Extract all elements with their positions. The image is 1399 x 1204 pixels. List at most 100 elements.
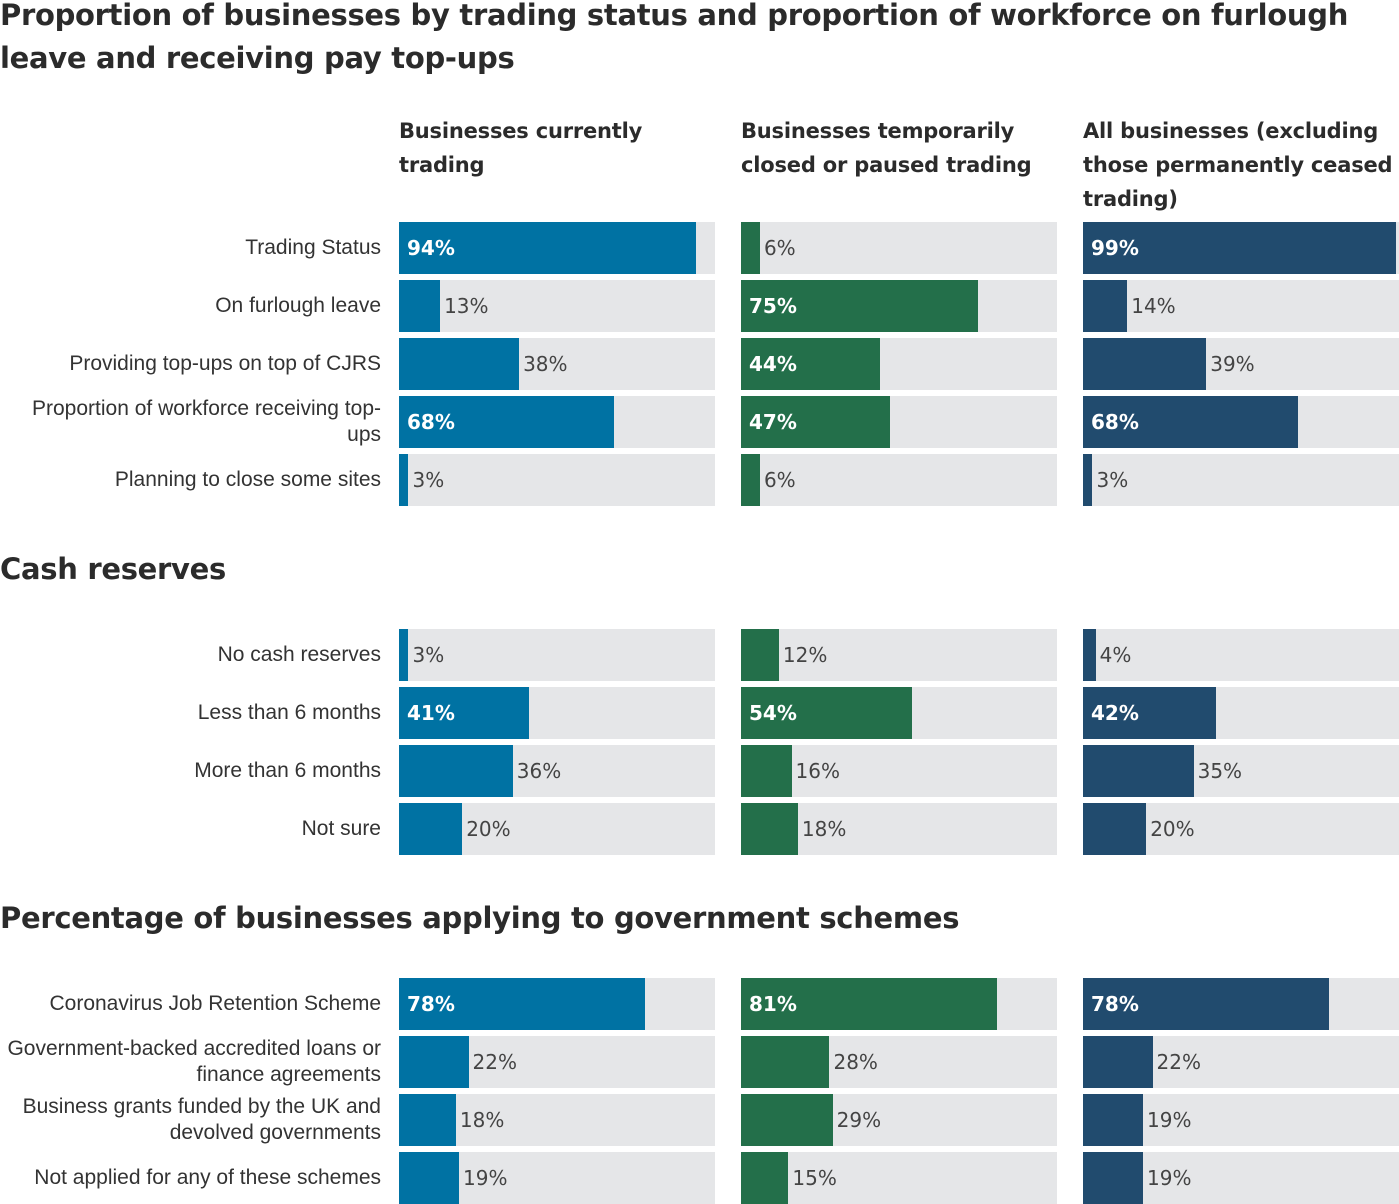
data-label: 19% — [463, 1166, 508, 1190]
data-label: 15% — [792, 1166, 837, 1190]
data-label: 14% — [1131, 294, 1176, 318]
bar-track: 42% — [1083, 687, 1399, 739]
bar-track: 47% — [741, 396, 1057, 448]
bar — [1083, 1036, 1153, 1088]
data-label: 13% — [444, 294, 489, 318]
bar-track: 20% — [1083, 803, 1399, 855]
data-label: 39% — [1210, 352, 1255, 376]
data-label: 78% — [407, 992, 455, 1016]
bar-track: 6% — [741, 222, 1057, 274]
category-label: No cash reserves — [217, 643, 381, 666]
bar — [399, 978, 646, 1030]
category-label: Planning to close some sites — [114, 468, 381, 491]
data-label: 28% — [833, 1050, 878, 1074]
bar — [1083, 745, 1194, 797]
data-label: 38% — [523, 352, 568, 376]
bar-track: 28% — [741, 1036, 1057, 1088]
bar — [399, 1036, 469, 1088]
bar — [741, 454, 760, 506]
bar-track: 3% — [399, 629, 715, 681]
bar — [741, 1094, 833, 1146]
data-label: 3% — [1096, 468, 1129, 492]
bar-track: 68% — [1083, 396, 1399, 448]
bar-track: 22% — [1083, 1036, 1399, 1088]
bar-track: 19% — [1083, 1152, 1399, 1204]
bar-track: 13% — [399, 280, 715, 332]
bar-track: 81% — [741, 978, 1057, 1030]
data-label: 4% — [1099, 643, 1132, 667]
data-label: 19% — [1147, 1108, 1192, 1132]
bar — [399, 803, 463, 855]
category-label: Not applied for any of these schemes — [34, 1166, 381, 1189]
section-title: Proportion of businesses by trading stat… — [0, 0, 1349, 75]
category-label: On furlough leave — [215, 294, 381, 317]
bar — [399, 629, 409, 681]
bar — [399, 222, 697, 274]
data-label: 20% — [466, 817, 511, 841]
bar-track: 18% — [741, 803, 1057, 855]
data-label: 18% — [459, 1108, 505, 1132]
data-label: 19% — [1147, 1166, 1192, 1190]
bar-track: 99% — [1083, 222, 1399, 274]
bar-track: 41% — [399, 687, 715, 739]
bar — [1083, 629, 1096, 681]
bar — [399, 745, 513, 797]
category-label: Proportion of workforce receiving top-up… — [32, 397, 381, 446]
bar-track: 3% — [399, 454, 715, 506]
column-header: Businesses currently trading — [399, 119, 643, 177]
bar-track: 4% — [1083, 629, 1399, 681]
bar — [741, 1036, 830, 1088]
data-label: 44% — [749, 352, 797, 376]
data-label: 6% — [763, 468, 796, 492]
bar-track: 16% — [741, 745, 1057, 797]
data-label: 54% — [749, 701, 797, 725]
data-label: 68% — [407, 410, 455, 434]
bar — [1083, 454, 1093, 506]
category-label: Coronavirus Job Retention Scheme — [49, 992, 381, 1015]
bar-track: 19% — [1083, 1094, 1399, 1146]
bar — [1083, 222, 1396, 274]
section-title: Percentage of businesses applying to gov… — [0, 901, 960, 935]
bar — [741, 222, 760, 274]
data-label: 3% — [412, 468, 445, 492]
bar — [1083, 978, 1330, 1030]
bar — [399, 338, 520, 390]
data-label: 16% — [795, 759, 840, 783]
data-label: 22% — [472, 1050, 517, 1074]
data-label: 78% — [1091, 992, 1139, 1016]
bar-track: 22% — [399, 1036, 715, 1088]
bar-track: 94% — [399, 222, 715, 274]
data-label: 81% — [749, 992, 797, 1016]
data-label: 3% — [412, 643, 445, 667]
bar-track: 78% — [1083, 978, 1399, 1030]
bar — [741, 1152, 789, 1204]
bar — [399, 1152, 460, 1204]
category-label: Government-backed accredited loans or fi… — [7, 1037, 381, 1086]
bar-track: 68% — [399, 396, 715, 448]
bar — [741, 629, 779, 681]
bar-track: 3% — [1083, 454, 1399, 506]
bar — [741, 280, 978, 332]
category-label: More than 6 months — [194, 759, 381, 782]
bar — [399, 1094, 456, 1146]
data-label: 18% — [801, 817, 847, 841]
bar — [1083, 280, 1128, 332]
data-label: 94% — [407, 236, 455, 260]
bar — [741, 687, 912, 739]
category-label: Less than 6 months — [197, 701, 381, 724]
bar — [399, 396, 614, 448]
bar-track: 20% — [399, 803, 715, 855]
data-label: 22% — [1156, 1050, 1201, 1074]
column-header: All businesses (excluding those permanen… — [1083, 119, 1393, 211]
data-label: 35% — [1197, 759, 1243, 783]
section-title: Cash reserves — [0, 552, 226, 586]
bar-track: 35% — [1083, 745, 1399, 797]
category-label: Trading Status — [245, 236, 381, 259]
bar — [741, 745, 792, 797]
bar-track: 44% — [741, 338, 1057, 390]
bar — [741, 803, 798, 855]
data-label: 68% — [1091, 410, 1139, 434]
bar — [741, 338, 881, 390]
bar-track: 18% — [399, 1094, 715, 1146]
